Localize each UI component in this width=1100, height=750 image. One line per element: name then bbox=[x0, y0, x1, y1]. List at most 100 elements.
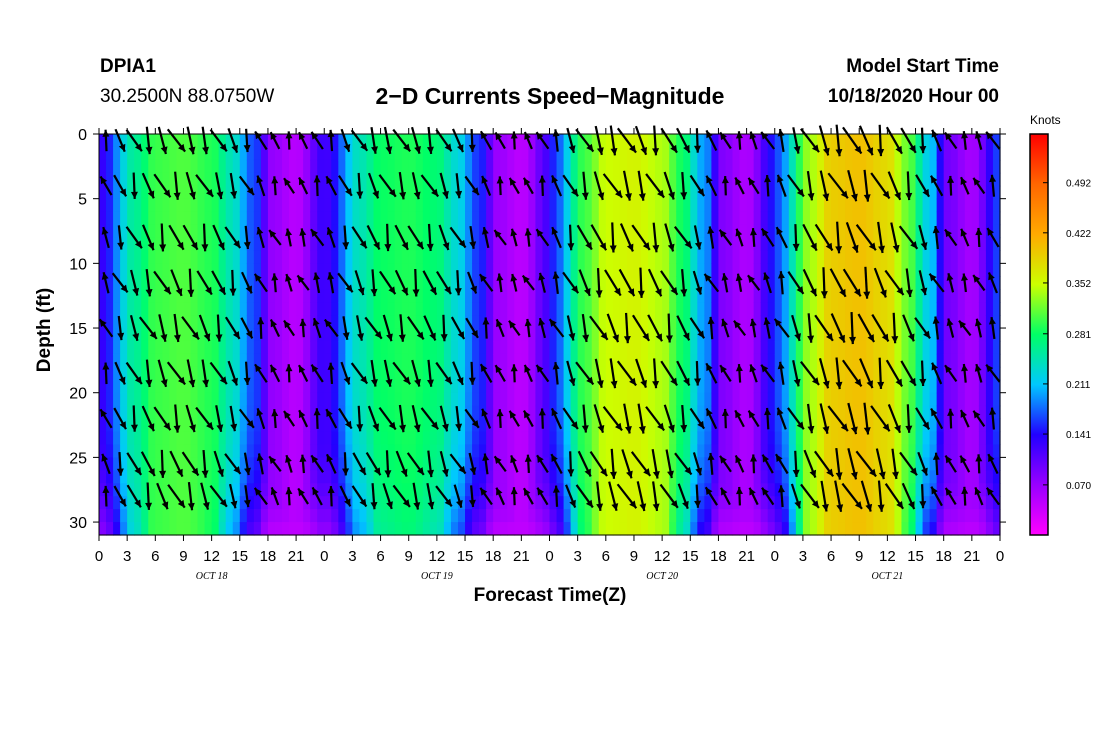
arrow-head bbox=[509, 177, 517, 186]
current-arrow bbox=[173, 171, 181, 200]
heat-cell bbox=[422, 405, 431, 420]
heat-cell bbox=[549, 185, 558, 200]
heat-cell bbox=[190, 431, 199, 446]
heat-cell bbox=[394, 263, 403, 277]
heat-cell bbox=[345, 134, 354, 148]
heat-cell bbox=[859, 444, 867, 458]
heat-cell bbox=[486, 366, 494, 381]
heat-cell bbox=[415, 211, 424, 226]
current-arrow bbox=[366, 224, 381, 251]
heat-cell bbox=[915, 237, 924, 252]
station-id: DPIA1 bbox=[100, 56, 156, 77]
current-arrow bbox=[609, 125, 618, 156]
heat-cell bbox=[633, 237, 642, 252]
heat-cell bbox=[957, 470, 966, 484]
heat-cell bbox=[197, 496, 206, 510]
heat-cell bbox=[338, 289, 346, 303]
heat-cell bbox=[908, 250, 917, 264]
heat-cell bbox=[521, 366, 529, 381]
heat-cell bbox=[394, 353, 403, 368]
heat-cell bbox=[626, 379, 635, 394]
heat-cell bbox=[824, 353, 832, 368]
heat-cell bbox=[218, 379, 227, 394]
heat-cell bbox=[183, 379, 192, 394]
heat-cell bbox=[725, 159, 734, 174]
heat-cell bbox=[929, 457, 938, 471]
heat-cell bbox=[282, 198, 290, 213]
heat-cell bbox=[436, 522, 445, 536]
heat-cell bbox=[232, 172, 241, 187]
heat-cell bbox=[106, 172, 114, 187]
heat-cell bbox=[950, 276, 959, 290]
heat-cell bbox=[648, 250, 656, 264]
heat-cell bbox=[711, 431, 720, 446]
heat-cell bbox=[535, 185, 544, 200]
heat-cell bbox=[570, 353, 579, 368]
arrow-head bbox=[159, 470, 167, 478]
heat-cell bbox=[824, 444, 832, 458]
heat-cell bbox=[556, 483, 565, 497]
arrow-head bbox=[187, 502, 195, 511]
current-arrow bbox=[200, 482, 210, 510]
heat-cell bbox=[894, 379, 903, 394]
current-arrow bbox=[552, 271, 560, 295]
heat-cell bbox=[535, 134, 544, 148]
current-arrow bbox=[117, 225, 125, 250]
current-arrow bbox=[313, 175, 321, 197]
heat-cell bbox=[317, 353, 325, 368]
heat-cell bbox=[141, 353, 149, 368]
heat-cell bbox=[648, 366, 656, 381]
heat-cell bbox=[338, 328, 346, 342]
arrow-head bbox=[357, 333, 364, 341]
heat-cell bbox=[422, 522, 431, 536]
heat-cell bbox=[331, 509, 339, 523]
heat-cell bbox=[943, 146, 952, 161]
current-arrow bbox=[256, 408, 266, 430]
heat-cell bbox=[943, 431, 952, 446]
heat-cell bbox=[380, 444, 389, 458]
heat-cell bbox=[866, 522, 874, 536]
heat-cell bbox=[824, 211, 832, 226]
heat-cell bbox=[957, 159, 966, 174]
heat-cell bbox=[436, 302, 445, 316]
heat-cell bbox=[148, 379, 156, 394]
heat-cell bbox=[816, 483, 825, 497]
heat-cell bbox=[633, 328, 642, 342]
heat-cell bbox=[218, 470, 227, 484]
heat-cell bbox=[373, 315, 382, 329]
heat-cell bbox=[141, 159, 149, 174]
heat-cell bbox=[514, 146, 522, 161]
heat-cell bbox=[873, 496, 881, 510]
heat-cell bbox=[197, 263, 206, 277]
heat-cell bbox=[936, 328, 945, 342]
heat-cell bbox=[795, 392, 804, 407]
heat-cell bbox=[655, 431, 663, 446]
heat-cell bbox=[394, 405, 403, 420]
heat-cell bbox=[155, 522, 163, 536]
current-arrow bbox=[298, 409, 309, 428]
heat-cell bbox=[936, 405, 945, 420]
heat-cell bbox=[985, 444, 994, 458]
heat-cell bbox=[324, 470, 332, 484]
heat-cell bbox=[929, 302, 938, 316]
heat-cell bbox=[345, 328, 354, 342]
heat-cell bbox=[310, 366, 318, 381]
current-arrow bbox=[435, 485, 453, 507]
heat-cell bbox=[676, 418, 684, 433]
heat-cell bbox=[795, 522, 804, 536]
heat-cell bbox=[465, 250, 473, 264]
heat-cell bbox=[303, 302, 311, 316]
heat-cell bbox=[289, 431, 297, 446]
heat-cell bbox=[950, 379, 959, 394]
heat-cell bbox=[373, 134, 382, 148]
heat-cell bbox=[401, 289, 410, 303]
heat-cell bbox=[894, 509, 903, 523]
arrow-head bbox=[327, 129, 335, 138]
heat-cell bbox=[239, 405, 248, 420]
heat-cell bbox=[901, 392, 910, 407]
heat-cell bbox=[957, 250, 966, 264]
heat-cell bbox=[873, 457, 881, 471]
heat-cell bbox=[169, 263, 178, 277]
heat-cell bbox=[781, 289, 790, 303]
heat-cell bbox=[838, 198, 846, 213]
